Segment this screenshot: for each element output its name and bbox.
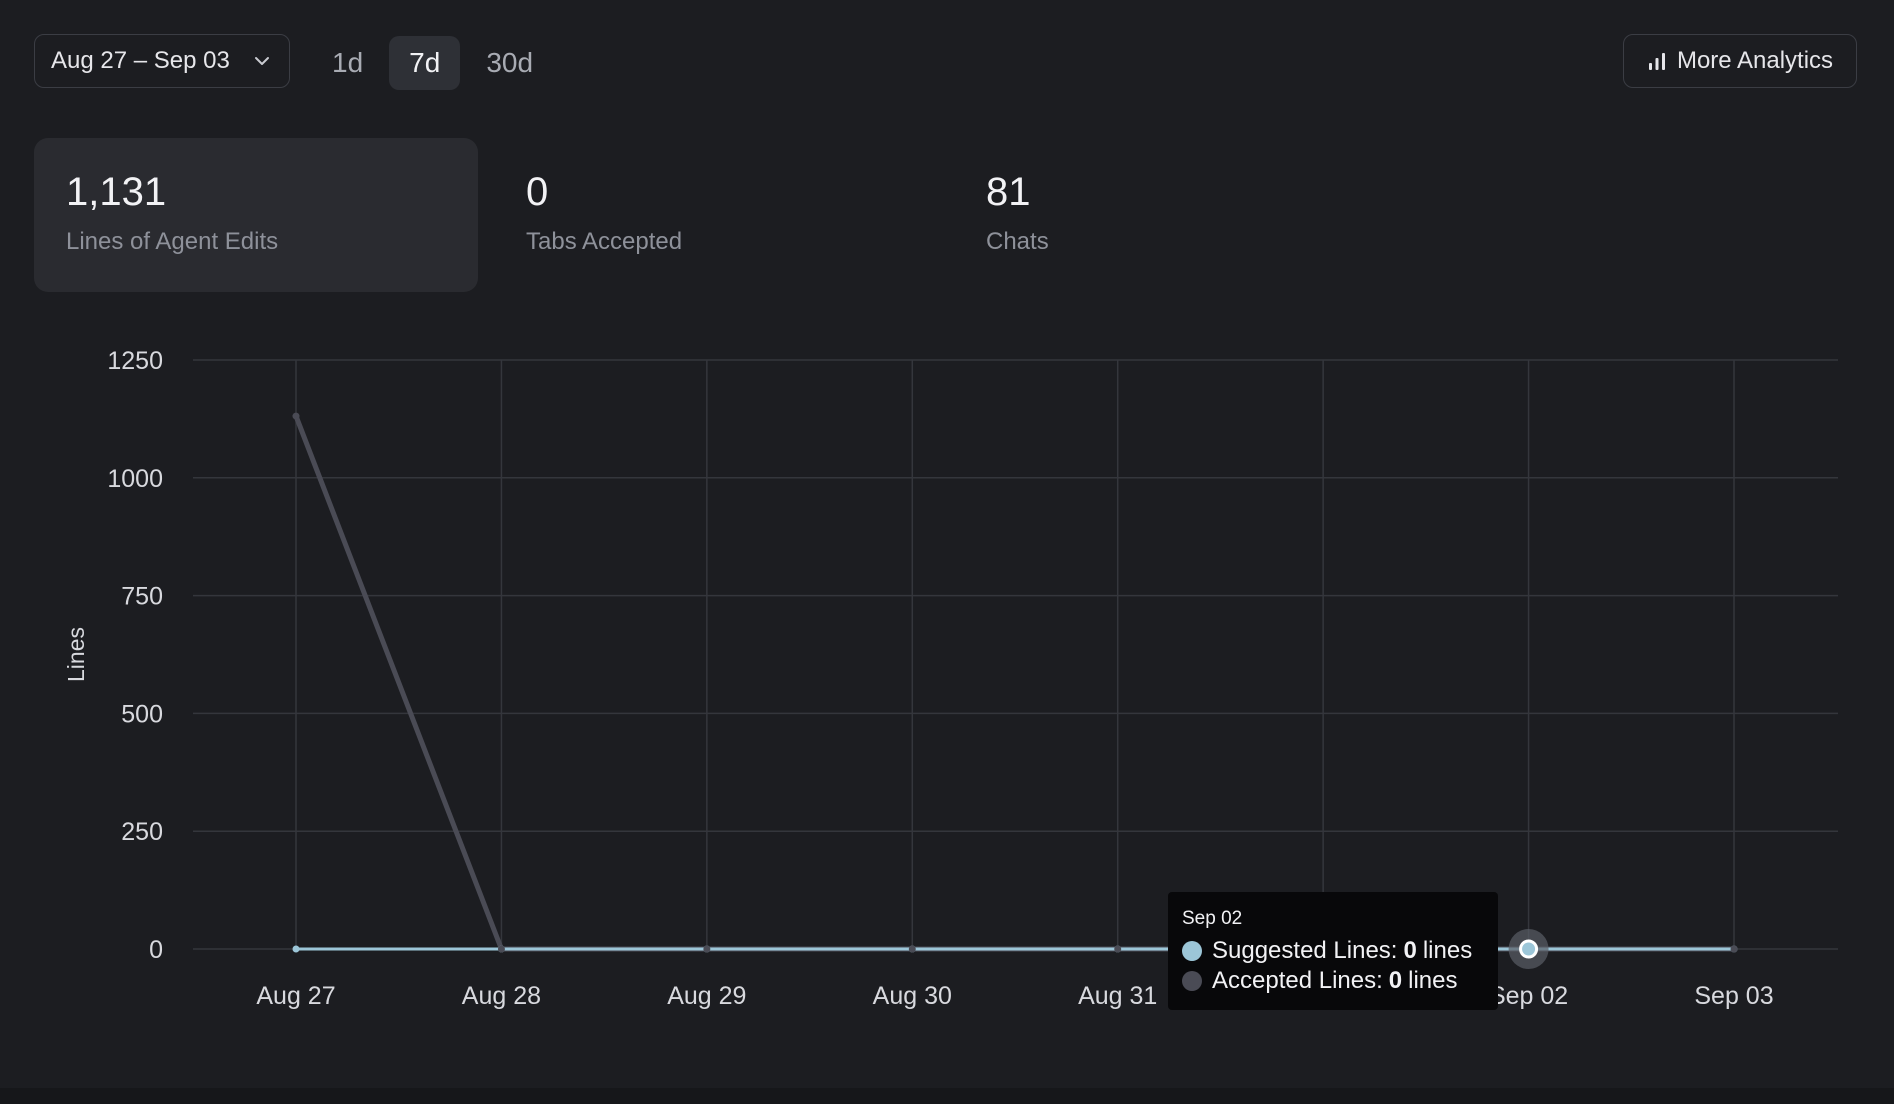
accepted-legend-dot	[1182, 971, 1202, 991]
x-tick-label: Aug 29	[667, 982, 746, 1010]
range-tab-7d[interactable]: 7d	[389, 36, 461, 90]
more-analytics-label: More Analytics	[1676, 47, 1834, 74]
range-tabs: 1d 7d 30d	[312, 36, 553, 90]
stat-label: Tabs Accepted	[526, 228, 683, 255]
stat-card-tabs-accepted[interactable]: 0 Tabs Accepted	[494, 138, 934, 292]
tooltip-label: Accepted Lines:	[1212, 967, 1383, 994]
stat-label: Lines of Agent Edits	[66, 228, 279, 255]
stat-label: Chats	[986, 228, 1049, 255]
accepted-point	[908, 945, 916, 953]
x-tick-label: Aug 27	[256, 982, 335, 1010]
tooltip-unit: lines	[1422, 937, 1473, 964]
stat-value: 0	[526, 170, 549, 214]
date-range-picker[interactable]: Aug 27 – Sep 03	[34, 34, 290, 88]
suggested-legend-dot	[1182, 941, 1202, 961]
tooltip-row-accepted: Accepted Lines: 0 lines	[1182, 966, 1484, 996]
stat-card-chats[interactable]: 81 Chats	[954, 138, 1394, 292]
x-tick-label: Aug 28	[462, 982, 541, 1010]
bottom-divider	[0, 1088, 1894, 1104]
x-tick-label: Sep 02	[1489, 982, 1568, 1010]
tooltip-row-suggested: Suggested Lines: 0 lines	[1182, 936, 1484, 966]
date-range-label: Aug 27 – Sep 03	[51, 47, 230, 74]
x-tick-label: Aug 31	[1078, 982, 1157, 1010]
tooltip-date: Sep 02	[1182, 908, 1243, 929]
tooltip-unit: lines	[1408, 967, 1458, 994]
y-tick-label: 750	[121, 583, 163, 611]
accepted-lines-series	[293, 415, 1734, 952]
stat-value: 1,131	[66, 170, 167, 214]
y-tick-label: 250	[121, 818, 163, 846]
chevron-down-icon	[255, 57, 269, 65]
x-tick-label: Aug 30	[873, 982, 952, 1010]
more-analytics-button[interactable]: More Analytics	[1623, 34, 1857, 88]
chart-tooltip: Sep 02 Suggested Lines: 0 lines Accepted…	[1168, 892, 1498, 1010]
accepted-point	[1114, 945, 1122, 953]
lines-chart: 0 250 500 750 1000 1250 Aug 27 Aug 28 Aug 29 Aug …	[63, 347, 1838, 1010]
accepted-point	[703, 945, 711, 953]
y-axis-title: Lines	[63, 627, 89, 682]
accepted-point	[497, 945, 505, 953]
range-tab-1d[interactable]: 1d	[332, 47, 364, 78]
accepted-point	[292, 412, 300, 420]
y-tick-label: 500	[121, 700, 163, 728]
x-tick-label: Sep 03	[1694, 982, 1773, 1010]
bar-chart-icon	[1648, 53, 1665, 70]
accepted-point	[1730, 945, 1738, 953]
tooltip-label: Suggested Lines:	[1212, 937, 1398, 964]
suggested-point	[292, 945, 300, 953]
y-tick-label: 1250	[107, 347, 163, 375]
y-tick-label: 0	[149, 936, 163, 964]
tooltip-value: 0	[1388, 967, 1403, 994]
stat-value: 81	[986, 170, 1031, 214]
y-tick-label: 1000	[107, 465, 163, 493]
hover-point	[1519, 939, 1539, 959]
tooltip-value: 0	[1403, 937, 1417, 964]
stat-card-agent-edits[interactable]: 1,131 Lines of Agent Edits	[34, 138, 478, 292]
range-tab-30d[interactable]: 30d	[486, 47, 534, 78]
